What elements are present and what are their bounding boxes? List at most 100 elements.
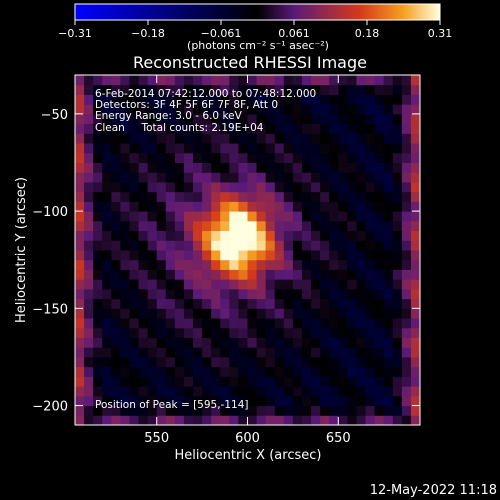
heatmap-cell bbox=[283, 230, 294, 241]
heatmap-cell bbox=[338, 181, 348, 193]
heatmap-cell bbox=[238, 191, 248, 202]
heatmap-cell bbox=[193, 279, 203, 290]
heatmap-cell bbox=[301, 172, 312, 183]
heatmap-cell bbox=[202, 162, 212, 173]
heatmap-cell bbox=[392, 337, 403, 348]
heatmap-cell bbox=[138, 376, 149, 387]
heatmap-cell bbox=[301, 279, 312, 290]
heatmap-cell bbox=[410, 220, 420, 232]
heatmap-cell bbox=[401, 84, 412, 95]
heatmap-cell bbox=[229, 84, 239, 95]
heatmap-cell bbox=[292, 133, 303, 144]
heatmap-cell bbox=[156, 337, 167, 348]
heatmap-cell bbox=[238, 123, 248, 134]
heatmap-cell bbox=[165, 143, 176, 154]
heatmap-cell bbox=[202, 201, 212, 212]
heatmap-cell bbox=[292, 152, 303, 163]
heatmap-cell bbox=[238, 94, 248, 105]
heatmap-cell bbox=[220, 415, 230, 425]
heatmap-cell bbox=[301, 250, 312, 261]
heatmap-cell bbox=[410, 395, 420, 407]
heatmap-cell bbox=[165, 298, 176, 309]
heatmap-cell bbox=[320, 415, 330, 425]
heatmap-cell bbox=[311, 211, 321, 222]
heatmap-cell bbox=[374, 415, 385, 425]
heatmap-cell bbox=[138, 386, 149, 397]
heatmap-cell bbox=[84, 308, 94, 319]
heatmap-cell bbox=[229, 240, 239, 251]
heatmap-cell bbox=[138, 201, 149, 212]
heatmap-cell bbox=[401, 133, 412, 144]
colorbar-tick-label: −0.18 bbox=[131, 27, 165, 40]
heatmap-cell bbox=[102, 181, 112, 193]
heatmap-cell bbox=[265, 366, 276, 377]
heatmap-cell bbox=[75, 94, 85, 105]
heatmap-cell bbox=[256, 250, 267, 261]
heatmap-cell bbox=[410, 318, 420, 329]
heatmap-cell bbox=[93, 181, 103, 193]
heatmap-cell bbox=[156, 308, 167, 319]
heatmap-cell bbox=[211, 240, 221, 251]
heatmap-cell bbox=[365, 94, 376, 105]
heatmap-cell bbox=[111, 172, 121, 183]
heatmap-cell bbox=[75, 415, 85, 425]
heatmap-cell bbox=[120, 356, 130, 368]
heatmap-cell bbox=[401, 259, 412, 270]
heatmap-cell bbox=[383, 84, 394, 95]
heatmap-cell bbox=[138, 133, 149, 144]
heatmap-cell bbox=[165, 279, 176, 290]
heatmap-cell bbox=[301, 405, 312, 416]
heatmap-cell bbox=[338, 123, 348, 134]
heatmap-cell bbox=[392, 288, 403, 300]
heatmap-cell bbox=[147, 259, 158, 270]
heatmap-cell bbox=[138, 366, 149, 377]
heatmap-cell bbox=[229, 259, 239, 270]
heatmap-cell bbox=[292, 366, 303, 377]
heatmap-cell bbox=[220, 181, 230, 193]
heatmap-cell bbox=[211, 327, 221, 338]
heatmap-cell bbox=[102, 230, 112, 241]
heatmap-cell bbox=[401, 113, 412, 125]
heatmap-cell bbox=[283, 337, 294, 348]
heatmap-cell bbox=[102, 337, 112, 348]
heatmap-cell bbox=[102, 318, 112, 329]
heatmap-cell bbox=[247, 143, 258, 154]
heatmap-cell bbox=[410, 250, 420, 261]
heatmap-cell bbox=[247, 162, 258, 173]
heatmap-cell bbox=[365, 162, 376, 173]
heatmap-cell bbox=[183, 240, 194, 251]
heatmap-cell bbox=[383, 104, 394, 115]
heatmap-cell bbox=[247, 75, 258, 86]
heatmap-cell bbox=[338, 240, 348, 251]
heatmap-cell bbox=[238, 201, 248, 212]
heatmap-cell bbox=[84, 181, 94, 193]
heatmap-cell bbox=[120, 327, 130, 338]
heatmap-cell bbox=[111, 366, 121, 377]
heatmap-cell bbox=[84, 201, 94, 212]
heatmap-cell bbox=[229, 405, 239, 416]
heatmap-cell bbox=[193, 240, 203, 251]
heatmap-cell bbox=[365, 113, 376, 125]
heatmap-cell bbox=[84, 395, 94, 407]
heatmap-cell bbox=[265, 347, 276, 358]
heatmap-cell bbox=[320, 94, 330, 105]
heatmap-cell bbox=[75, 75, 85, 86]
heatmap-cell bbox=[247, 240, 258, 251]
heatmap-cell bbox=[256, 279, 267, 290]
heatmap-cell bbox=[338, 376, 348, 387]
heatmap-cell bbox=[84, 113, 94, 125]
heatmap-cell bbox=[247, 318, 258, 329]
heatmap-cell bbox=[274, 308, 285, 319]
heatmap-cell bbox=[174, 288, 185, 300]
heatmap-cell bbox=[174, 201, 185, 212]
heatmap-cell bbox=[202, 298, 212, 309]
y-tick-label: −200 bbox=[32, 400, 68, 415]
y-axis-label: Heliocentric Y (arcsec) bbox=[14, 177, 29, 323]
heatmap-cell bbox=[75, 220, 85, 232]
heatmap-cell bbox=[193, 113, 203, 125]
heatmap-cell bbox=[229, 123, 239, 134]
heatmap-cell bbox=[338, 84, 348, 95]
heatmap-cell bbox=[374, 201, 385, 212]
heatmap-cell bbox=[356, 181, 367, 193]
heatmap-cell bbox=[183, 211, 194, 222]
